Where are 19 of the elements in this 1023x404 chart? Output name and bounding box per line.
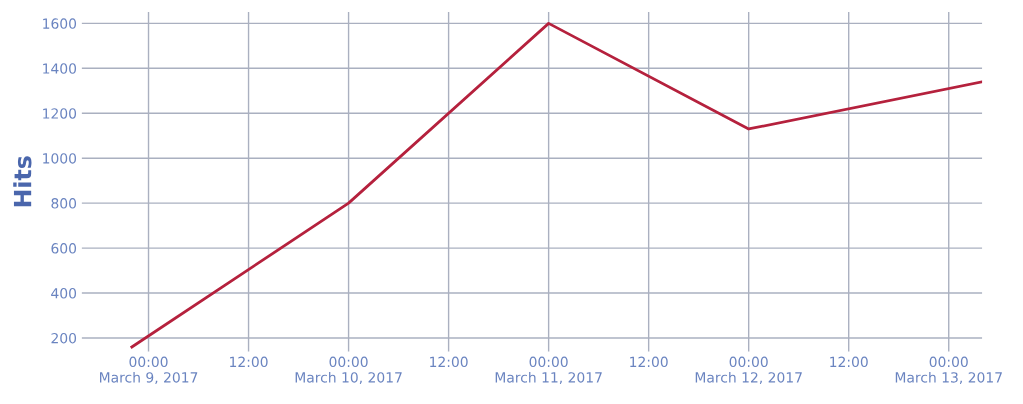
- x-tick-label: 00:00 March 12, 2017: [695, 356, 802, 385]
- x-tick-label: 12:00: [430, 356, 468, 368]
- x-tick-label: 00:00 March 10, 2017: [295, 356, 402, 385]
- x-tick-label: 12:00: [230, 356, 268, 368]
- y-axis-title: Hits: [13, 156, 32, 207]
- y-tick-label: 1200: [43, 108, 77, 119]
- x-tick-label: 00:00 March 13, 2017: [895, 356, 1002, 385]
- x-tick-label: 12:00: [630, 356, 668, 368]
- y-tick-label: 400: [51, 288, 77, 299]
- y-tick-label: 800: [51, 198, 77, 209]
- y-tick-label: 1600: [43, 18, 77, 29]
- y-tick-label: 1000: [43, 153, 77, 164]
- line-series: [130, 21, 983, 349]
- x-tick-label: 00:00 March 11, 2017: [495, 356, 602, 385]
- x-tick-label: 00:00 March 9, 2017: [100, 356, 198, 385]
- y-tick-label: 600: [51, 243, 77, 254]
- y-tick-label: 200: [51, 332, 77, 344]
- y-tick-label: 1400: [43, 63, 77, 74]
- x-tick-label: 12:00: [830, 356, 868, 368]
